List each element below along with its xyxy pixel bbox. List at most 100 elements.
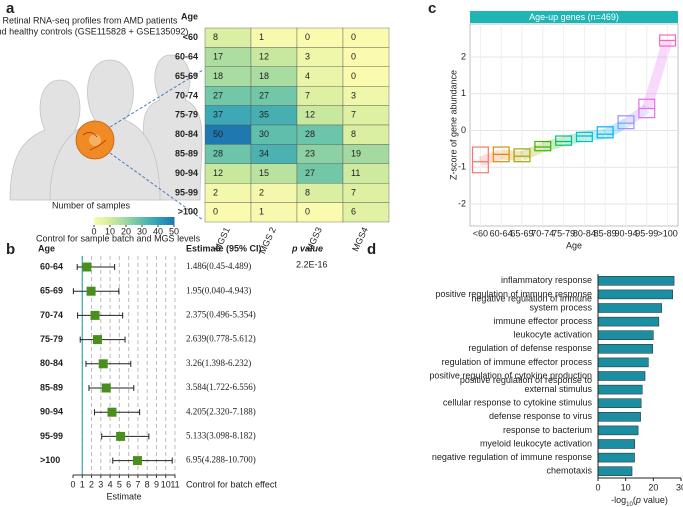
colorbar-cell <box>154 217 157 225</box>
chart-title: Age-up genes (n=469) <box>529 12 619 22</box>
heat-cell <box>296 163 344 184</box>
heat-cell <box>342 85 390 106</box>
estimate-marker <box>92 335 102 345</box>
cell-label: 27 <box>213 90 223 100</box>
colorbar-cell <box>164 217 167 225</box>
x-tick-label: 90-94 <box>614 228 637 238</box>
heat-cell <box>342 144 390 164</box>
axis-title: Age <box>181 11 198 21</box>
row-label: 75-79 <box>175 110 198 120</box>
colorbar-title: Number of samples <box>52 200 131 210</box>
row-label: 95-99 <box>40 431 63 441</box>
heat-cell <box>296 27 344 48</box>
cell-label: 0 <box>351 71 356 81</box>
colorbar-cell <box>118 217 121 225</box>
x-tick-label: 10 <box>161 479 171 489</box>
heat-cell <box>342 27 390 48</box>
estimate-marker <box>101 383 111 393</box>
colorbar-cell <box>116 217 119 225</box>
estimate-marker <box>82 262 92 272</box>
y-tick-label: -2 <box>458 198 466 208</box>
panel-label: b <box>6 241 15 258</box>
cell-label: 1 <box>259 207 264 217</box>
heat-cell <box>342 202 390 223</box>
heat-cell <box>250 85 298 106</box>
header: p value <box>291 243 323 253</box>
heat-cell <box>296 66 344 87</box>
cell-label: 27 <box>259 90 269 100</box>
header: Age <box>38 243 55 253</box>
heat-cell <box>250 47 298 68</box>
note: Control for batch effect <box>186 479 277 489</box>
estimate-marker <box>90 310 100 320</box>
cell-label: 2 <box>259 187 264 197</box>
heat-cell <box>204 182 252 203</box>
estimate-label: 3.26(1.398-6.232) <box>186 358 251 368</box>
heat-cell <box>250 182 298 203</box>
heat-cell <box>204 66 252 87</box>
heat-cell <box>296 144 344 164</box>
heat-cell <box>342 47 390 68</box>
row-label: 65-69 <box>40 286 63 296</box>
colorbar-tick-label: 40 <box>153 226 163 236</box>
y-tick-label: cellular response to cytokine stimulus <box>443 398 593 408</box>
row-label: 60-64 <box>175 51 198 61</box>
y-tick-label: regulation of defense response <box>468 343 592 353</box>
cell-label: 8 <box>351 129 356 139</box>
x-axis-title: Estimate <box>106 491 141 501</box>
colorbar-cell <box>126 217 129 225</box>
cell-label: 34 <box>259 148 269 158</box>
estimate-marker <box>116 431 126 441</box>
y-tick-label: 0 <box>461 125 466 135</box>
estimate-label: 1.486(0.45-4.489) <box>186 261 251 271</box>
row-label: 65-69 <box>175 71 198 81</box>
cell-label: 0 <box>305 32 310 42</box>
x-tick-label: <60 <box>473 228 488 238</box>
x-axis-title-part: p <box>635 495 641 505</box>
cell-label: 27 <box>305 168 315 178</box>
x-tick-label: 10 <box>621 482 631 492</box>
colorbar-cell <box>144 217 147 225</box>
row-label: 80-84 <box>40 358 63 368</box>
heat-cell <box>250 105 298 126</box>
colorbar-tick-label: 0 <box>91 226 96 236</box>
colorbar-cell <box>120 217 123 225</box>
colorbar-cell <box>106 217 109 225</box>
x-tick-label: 9 <box>154 479 159 489</box>
cell-label: 30 <box>259 129 269 139</box>
row-label: >100 <box>178 207 198 217</box>
colorbar-cell <box>114 217 117 225</box>
heat-cell <box>296 85 344 106</box>
estimate-label: 6.95(4.288-10.700) <box>186 455 256 465</box>
colorbar-cell <box>96 217 99 225</box>
estimate-label: 5.133(3.098-8.182) <box>186 430 256 440</box>
heat-cell <box>342 182 390 203</box>
heat-cell <box>204 47 252 68</box>
heat-cell <box>250 163 298 184</box>
row-label: 70-74 <box>175 90 198 100</box>
heat-cell <box>296 124 344 145</box>
x-tick-label: 11 <box>170 479 179 489</box>
colorbar-cell <box>162 217 165 225</box>
box <box>555 135 573 146</box>
colorbar-cell <box>138 217 141 225</box>
bar <box>597 412 641 422</box>
colorbar-cell <box>140 217 143 225</box>
heat-cell <box>204 85 252 106</box>
x-tick-label: 95-99 <box>635 228 658 238</box>
cell-label: 37 <box>213 110 223 120</box>
cell-label: 7 <box>351 187 356 197</box>
trend-band <box>541 136 565 152</box>
connector <box>109 69 204 128</box>
colorbar-cell <box>136 217 139 225</box>
x-tick-label: 20 <box>648 482 658 492</box>
x-axis-title-part: 10 <box>626 502 633 507</box>
x-tick-label: 8 <box>145 479 150 489</box>
cell-label: 12 <box>213 168 223 178</box>
colorbar-cell <box>130 217 133 225</box>
colorbar-cell <box>152 217 155 225</box>
heat-cell <box>204 27 252 48</box>
box <box>534 140 552 152</box>
x-tick-label: 2 <box>89 479 94 489</box>
box <box>575 131 593 143</box>
